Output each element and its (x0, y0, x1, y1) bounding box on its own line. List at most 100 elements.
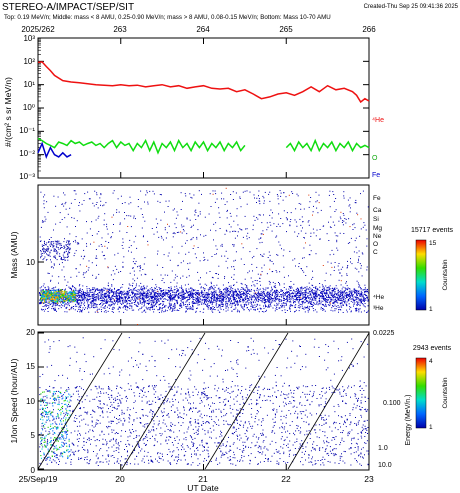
mass-event-he3 (192, 309, 194, 311)
mass-event-he3 (112, 311, 114, 313)
mass-event-he4 (95, 296, 96, 298)
mass-event-he4 (181, 295, 183, 297)
mass-event-he4 (316, 295, 317, 297)
mass-event-he4 (115, 292, 117, 294)
mass-event-he4 (176, 303, 178, 305)
mass-event-he4 (288, 299, 290, 300)
mass-event (224, 233, 226, 235)
mass-event (264, 191, 266, 193)
mass-event-he3 (207, 308, 209, 310)
mass-event (218, 265, 220, 267)
mass-event-he4 (86, 288, 88, 290)
mass-event-he4 (171, 294, 173, 296)
mass-event-he3 (106, 306, 108, 308)
top-panel-frame (37, 37, 370, 179)
mass-event-he4 (191, 294, 193, 296)
mass-event (95, 257, 97, 259)
mass-event-he4 (157, 292, 159, 294)
mass-event-he4 (78, 291, 80, 293)
mass-event-he4 (150, 296, 152, 298)
mass-event-he3 (342, 304, 344, 306)
mass-event-he4 (187, 294, 189, 296)
mass-event-he4 (82, 290, 84, 292)
mass-event-he4 (222, 296, 224, 298)
mass-event-he4 (272, 298, 274, 300)
mass-event-he4 (141, 292, 143, 294)
mass-event-he4 (140, 298, 142, 300)
mass-event-dense (48, 296, 50, 298)
mass-event-he4 (296, 298, 298, 300)
mass-event-he4 (73, 306, 74, 307)
mass-event-he4 (83, 295, 85, 297)
mass-event-he4 (239, 298, 241, 300)
mass-event-he4 (321, 295, 323, 297)
mass-event-he4 (180, 304, 182, 306)
mass-event-he4 (161, 290, 163, 292)
mass-event-he3 (157, 309, 159, 311)
mass-event (244, 190, 246, 192)
mass-event-he4 (270, 294, 272, 295)
mass-event (156, 231, 158, 233)
mass-event (357, 262, 359, 263)
mass-event-he3 (79, 309, 81, 311)
mass-event-he4 (197, 294, 199, 296)
mass-event-he4 (117, 295, 119, 297)
mass-event-he4 (267, 301, 269, 303)
mass-event-he4 (74, 289, 76, 291)
mass-event-he4 (185, 306, 187, 308)
mass-event-he4 (333, 297, 334, 299)
mass-event-he4 (242, 300, 244, 302)
mass-event-dense (40, 299, 42, 302)
mass-event-he4 (173, 297, 175, 299)
mass-event-he4 (204, 301, 205, 303)
mass-event (83, 249, 85, 251)
mass-event-he4 (248, 302, 250, 304)
mass-event-he4 (192, 295, 194, 297)
mass-event-he4 (359, 294, 361, 296)
mass-event (343, 191, 345, 193)
energy-subtitle: Top: 0.19 MeV/n; Middle: mass < 8 AMU, 0… (4, 14, 331, 21)
mass-event-he4 (200, 296, 202, 298)
mass-event (310, 197, 312, 198)
mass-event-he4 (236, 301, 238, 303)
mass-event-he4 (86, 299, 87, 301)
mass-event (260, 237, 262, 239)
mass-event-he4 (352, 301, 354, 303)
mass-event-he3 (221, 306, 223, 307)
mass-event-he4 (81, 302, 83, 304)
mass-event-he4 (367, 305, 369, 307)
mass-event (142, 216, 144, 218)
mass-event-he4 (105, 296, 107, 298)
mass-event-he4 (304, 296, 306, 298)
mass-event (160, 235, 162, 237)
mass-event-he4 (150, 297, 152, 298)
mass-event-he4 (75, 295, 77, 297)
mass-event-he4 (148, 296, 150, 298)
mass-event-he4 (104, 292, 106, 294)
mass-event-he4 (79, 296, 81, 298)
mass-event (259, 214, 261, 216)
mass-event-he3 (138, 309, 140, 311)
mass-event-he4 (173, 304, 175, 306)
mass-event-dense (64, 300, 66, 302)
mass-event-dense (49, 291, 51, 293)
mass-event-he4 (99, 289, 101, 291)
mass-event (243, 264, 245, 265)
mass-event-he4 (274, 290, 276, 292)
mass-event-he4 (246, 301, 248, 303)
mass-event-he4 (94, 302, 96, 304)
mass-event (135, 260, 137, 262)
mass-event (45, 244, 47, 246)
mass-event (110, 237, 112, 239)
mass-event (215, 193, 217, 195)
mass-event-he4 (288, 294, 290, 296)
mass-event-he4 (79, 299, 81, 301)
mass-event-he4 (303, 297, 305, 298)
mass-event-he4 (39, 302, 41, 303)
mass-event-he4 (322, 289, 323, 290)
mass-event-he3 (80, 304, 82, 306)
mass-event-he4 (274, 285, 276, 287)
mass-event-he3 (255, 309, 256, 311)
mass-event-he3 (356, 308, 358, 310)
mass-event (241, 229, 243, 231)
